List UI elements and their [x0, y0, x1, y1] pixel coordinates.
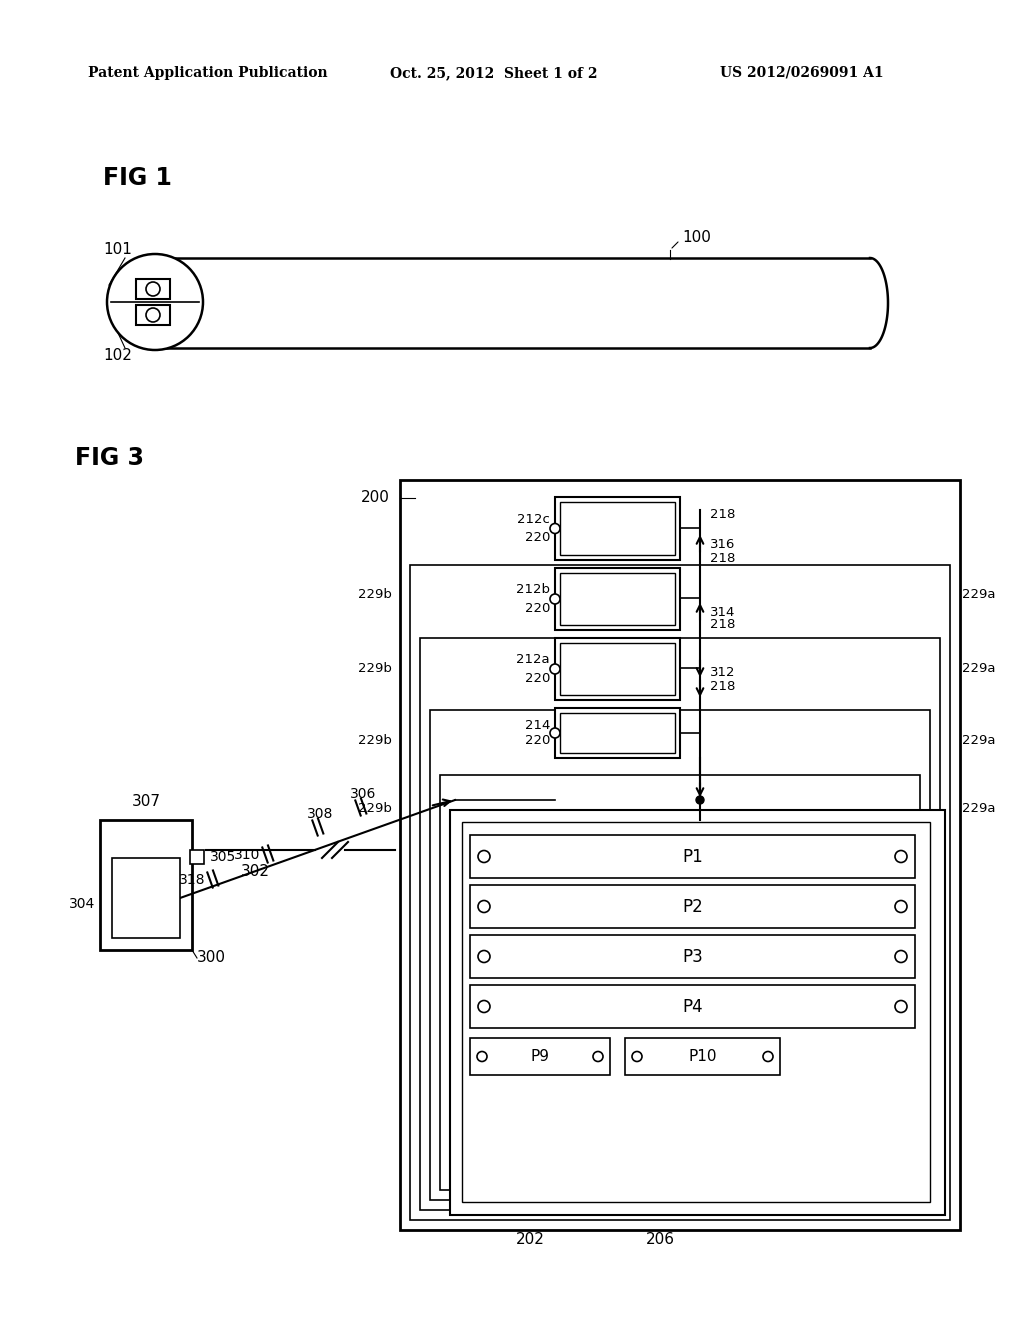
Text: 305: 305 — [210, 850, 237, 865]
Circle shape — [763, 1052, 773, 1061]
Text: US 2012/0269091 A1: US 2012/0269091 A1 — [720, 66, 884, 81]
Text: P9: P9 — [530, 1049, 550, 1064]
Text: 300: 300 — [197, 950, 226, 965]
Bar — [555, 498, 680, 560]
Bar — [555, 568, 680, 630]
Text: P3: P3 — [682, 948, 702, 965]
Text: 220: 220 — [524, 602, 550, 615]
Circle shape — [478, 850, 490, 862]
Bar — [555, 708, 680, 758]
Bar — [470, 935, 915, 978]
Circle shape — [478, 1001, 490, 1012]
Bar — [470, 985, 915, 1028]
Circle shape — [477, 1052, 487, 1061]
Circle shape — [146, 282, 160, 296]
Circle shape — [895, 950, 907, 962]
Bar — [450, 810, 945, 1214]
Circle shape — [106, 253, 203, 350]
Bar — [420, 638, 940, 1210]
Bar — [625, 1038, 780, 1074]
Text: P2: P2 — [682, 898, 702, 916]
Bar — [112, 858, 180, 939]
Text: 302: 302 — [241, 865, 269, 879]
Text: 214: 214 — [524, 719, 550, 733]
Text: 102: 102 — [103, 347, 132, 363]
Text: 220: 220 — [524, 672, 550, 685]
Text: 312: 312 — [710, 665, 735, 678]
Bar — [560, 713, 675, 752]
Text: 318: 318 — [179, 873, 205, 887]
Bar — [190, 850, 204, 865]
Text: 229b: 229b — [358, 589, 392, 602]
Bar — [100, 820, 193, 950]
Circle shape — [632, 1052, 642, 1061]
Text: FIG 3: FIG 3 — [75, 446, 144, 470]
Bar — [560, 502, 675, 554]
Circle shape — [550, 729, 560, 738]
Text: 229b: 229b — [358, 661, 392, 675]
Text: P4: P4 — [682, 998, 702, 1015]
Text: 229a: 229a — [962, 734, 995, 747]
Text: P10: P10 — [688, 1049, 717, 1064]
Bar — [470, 836, 915, 878]
Text: 212b: 212b — [516, 583, 550, 597]
Bar — [560, 643, 675, 696]
Text: 306: 306 — [350, 787, 376, 801]
Text: 307: 307 — [131, 795, 161, 809]
Circle shape — [895, 900, 907, 912]
Text: 212c: 212c — [517, 512, 550, 525]
Text: 304: 304 — [69, 898, 95, 912]
Circle shape — [478, 900, 490, 912]
Text: 229a: 229a — [962, 589, 995, 602]
Text: 316: 316 — [710, 539, 735, 552]
Bar — [462, 822, 930, 1203]
Text: 218: 218 — [710, 552, 735, 565]
Text: Oct. 25, 2012  Sheet 1 of 2: Oct. 25, 2012 Sheet 1 of 2 — [390, 66, 597, 81]
Bar — [440, 775, 920, 1191]
Text: 206: 206 — [645, 1233, 675, 1247]
Text: Patent Application Publication: Patent Application Publication — [88, 66, 328, 81]
Text: 202: 202 — [515, 1233, 545, 1247]
Circle shape — [550, 524, 560, 533]
Text: 200: 200 — [361, 491, 390, 506]
Circle shape — [895, 850, 907, 862]
Text: 308: 308 — [307, 807, 333, 821]
Bar — [136, 305, 170, 325]
Circle shape — [593, 1052, 603, 1061]
Text: FIG 1: FIG 1 — [103, 166, 172, 190]
Text: 314: 314 — [710, 606, 735, 619]
Bar — [470, 1038, 610, 1074]
Bar — [560, 573, 675, 624]
Text: 229a: 229a — [962, 801, 995, 814]
Text: 100: 100 — [682, 231, 711, 246]
Circle shape — [895, 1001, 907, 1012]
Text: 101: 101 — [103, 243, 132, 257]
Bar — [400, 480, 961, 1230]
Text: 212a: 212a — [516, 653, 550, 667]
Circle shape — [146, 308, 160, 322]
Text: 218: 218 — [710, 619, 735, 631]
Text: 220: 220 — [524, 532, 550, 544]
Text: 229b: 229b — [358, 734, 392, 747]
Circle shape — [550, 594, 560, 605]
Text: P1: P1 — [682, 847, 702, 866]
Bar — [555, 638, 680, 700]
Circle shape — [550, 664, 560, 675]
Circle shape — [478, 950, 490, 962]
Bar — [470, 884, 915, 928]
Bar — [430, 710, 930, 1200]
Text: 218: 218 — [710, 508, 735, 521]
Text: 229b: 229b — [358, 801, 392, 814]
Text: 229a: 229a — [962, 661, 995, 675]
Bar — [136, 279, 170, 300]
Circle shape — [696, 796, 705, 804]
Text: 218: 218 — [710, 680, 735, 693]
Bar — [410, 565, 950, 1220]
Text: 310: 310 — [233, 847, 260, 862]
Text: 220: 220 — [524, 734, 550, 747]
